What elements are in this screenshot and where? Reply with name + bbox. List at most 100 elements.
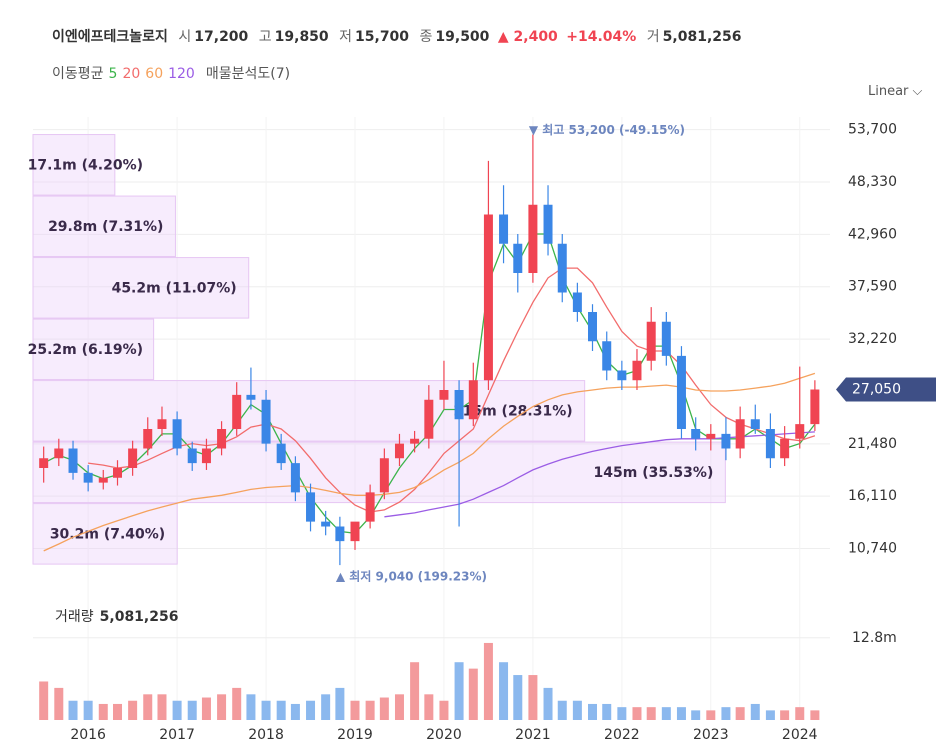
legend-title: 이동평균 — [52, 66, 104, 82]
profile-title: 매물분석도(7) — [205, 66, 291, 82]
profile-label: 145m (35.53%) — [594, 465, 714, 481]
candle-body — [735, 419, 745, 449]
legend-entry: 120 — [168, 66, 195, 82]
open: 17,200 — [194, 29, 249, 45]
legend: 이동평균 5 20 60 120 매물분석도(7) — [52, 63, 295, 83]
volume-label: 거래량 — [55, 609, 94, 625]
volume-bar — [499, 662, 509, 720]
volume-bar — [468, 668, 478, 720]
scale-toggle[interactable]: Linear ⌵ — [868, 84, 923, 99]
volume-bar — [261, 700, 271, 720]
profile-label: 30.2m (7.40%) — [50, 526, 165, 542]
candle-body — [617, 370, 627, 381]
volume-bar — [557, 700, 567, 720]
candle-body — [795, 424, 805, 439]
stock-name: 이엔에프테크놀로지 — [52, 29, 168, 45]
profile-bar — [32, 195, 176, 258]
candle-body — [810, 389, 820, 425]
volume-bar — [39, 681, 49, 720]
candle-body — [379, 458, 389, 493]
volume-bar — [588, 703, 598, 720]
x-tick-label: 2018 — [248, 727, 284, 741]
volume-bar — [379, 697, 389, 720]
candle-body — [632, 360, 642, 381]
volume-bar — [646, 707, 656, 720]
candle-body — [128, 448, 138, 468]
volume-bar — [113, 703, 123, 720]
candle-body — [201, 448, 211, 464]
x-tick-label: 2021 — [515, 727, 551, 741]
candle-body — [39, 458, 49, 468]
volume-bar — [750, 703, 760, 720]
candle-body — [528, 204, 538, 273]
volume-bar — [410, 662, 420, 720]
candle-body — [335, 526, 345, 542]
scale-label[interactable]: Linear — [868, 84, 909, 99]
volume-bar — [543, 687, 553, 720]
annotation: ▼ 최고 53,200 (-49.15%) — [529, 122, 685, 137]
change: ▲ 2,400 — [497, 29, 558, 45]
ma-line — [88, 267, 816, 513]
candle-body — [424, 399, 434, 439]
candle-body — [676, 355, 686, 429]
volume-bar — [232, 687, 242, 720]
volume-bar — [676, 707, 686, 720]
candle-body — [365, 492, 375, 522]
candle-body — [646, 321, 656, 361]
x-tick-label: 2019 — [337, 727, 373, 741]
candle-body — [410, 438, 420, 444]
x-tick-label: 2016 — [70, 727, 106, 741]
candle-body — [187, 448, 197, 464]
legend-entry: 5 — [108, 66, 118, 82]
candle-body — [83, 472, 93, 483]
x-tick-label: 2020 — [426, 727, 462, 741]
volume-bar — [246, 694, 256, 720]
volume-bar — [454, 662, 464, 720]
volume-bar — [602, 703, 612, 720]
last-price-label: 27,050 — [852, 382, 901, 398]
legend-entry: 20 — [122, 66, 141, 82]
x-tick-label: 2024 — [782, 727, 818, 741]
profile-bar — [32, 380, 586, 442]
candle-body — [468, 380, 478, 420]
volume-bar — [528, 675, 538, 720]
profile-bar — [32, 134, 116, 196]
volume-bar — [365, 700, 375, 720]
volume-bar — [721, 707, 731, 720]
candle-body — [721, 433, 731, 449]
volume-bar — [780, 710, 790, 720]
y-tick-label: 16,110 — [848, 488, 897, 504]
volume-bar — [321, 694, 331, 720]
close: 19,500 — [435, 29, 490, 45]
volume-bar — [54, 687, 64, 720]
y-tick-label: 42,960 — [848, 226, 897, 242]
annotation: ▲ 최저 9,040 (199.23%) — [336, 569, 487, 584]
y-tick-label: 53,700 — [848, 122, 897, 138]
y-tick-label: 48,330 — [848, 174, 897, 190]
candle-body — [54, 448, 64, 459]
volume-bar — [483, 642, 493, 720]
candle-body — [557, 243, 567, 293]
candle-body — [113, 468, 123, 478]
x-tick-label: 2022 — [604, 727, 640, 741]
y-tick-label: 12.8m — [852, 630, 897, 646]
x-tick-label: 2023 — [693, 727, 729, 741]
volume-bar — [98, 703, 108, 720]
volume-bar — [661, 707, 671, 720]
label: 거 — [646, 29, 660, 45]
volume-bar — [128, 700, 138, 720]
high: 19,850 — [274, 29, 329, 45]
volume-bar — [157, 694, 167, 720]
candle-body — [572, 292, 582, 312]
candle-body — [306, 492, 316, 522]
candle-body — [172, 419, 182, 449]
candle-body — [454, 390, 464, 420]
candle-body — [246, 394, 256, 400]
candle-body — [98, 477, 108, 483]
profile-label: 29.8m (7.31%) — [48, 219, 163, 235]
volume-bar — [83, 700, 93, 720]
volume-bar — [735, 707, 745, 720]
volume-bar — [201, 697, 211, 720]
candle-body — [750, 419, 760, 429]
